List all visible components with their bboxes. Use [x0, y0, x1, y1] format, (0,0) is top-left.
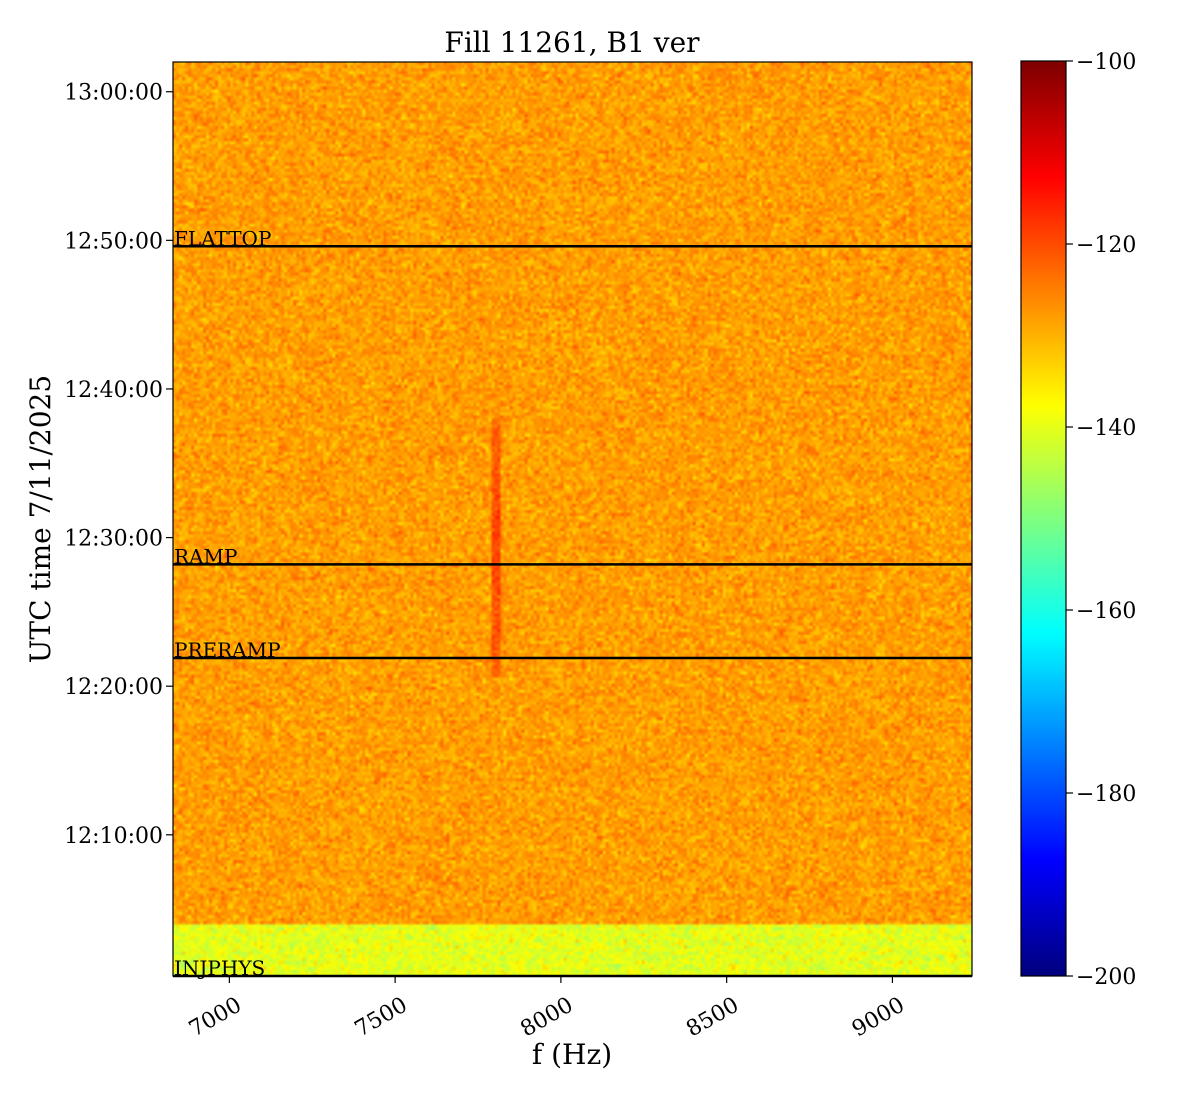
colorbar-axis: −100 −120 −140 −160 −180 −200: [1066, 50, 1136, 990]
colorbar-tick-label-140: −140: [1076, 416, 1136, 441]
colorbar-tick-label-120: −120: [1076, 233, 1136, 258]
colorbar-tick-label-160: −160: [1076, 599, 1136, 624]
y-tick-label-760: 12:40:00: [64, 378, 163, 403]
x-axis: 7000 7500 8000 8500 9000: [185, 976, 909, 1042]
y-tick-label-780: 13:00:00: [64, 81, 163, 106]
x-tick-label-7500: 7500: [351, 993, 412, 1043]
phase-label-preramp: PRERAMP: [174, 638, 281, 662]
plot-frame: [172, 61, 973, 977]
y-tick-label-750: 12:30:00: [64, 527, 163, 552]
y-tick-label-730: 12:10:00: [64, 824, 163, 849]
y-tick-label-740: 12:20:00: [64, 675, 163, 700]
x-tick-label-9000: 9000: [848, 993, 909, 1043]
colorbar: [1021, 61, 1066, 976]
x-tick-label-8500: 8500: [682, 993, 743, 1043]
x-tick-label-7000: 7000: [185, 993, 246, 1043]
chart-title: Fill 11261, B1 ver: [444, 26, 700, 59]
phase-label-flattop: FLATTOP: [174, 226, 271, 250]
y-axis-label: UTC time 7/11/2025: [24, 375, 57, 663]
y-tick-label-770: 12:50:00: [64, 229, 163, 254]
colorbar-tick-label-180: −180: [1076, 782, 1136, 807]
x-tick-label-8000: 8000: [517, 993, 578, 1043]
y-axis: 12:10:00 12:20:00 12:30:00 12:40:00 12:50:00…: [64, 81, 173, 849]
spectrogram-heatmap: [173, 62, 972, 976]
colorbar-tick-label-100: −100: [1076, 50, 1136, 75]
phase-label-ramp: RAMP: [174, 544, 237, 568]
x-axis-label: f (Hz): [532, 1038, 612, 1071]
colorbar-tick-label-200: −200: [1076, 965, 1136, 990]
colorbar-frame: [1020, 60, 1067, 977]
